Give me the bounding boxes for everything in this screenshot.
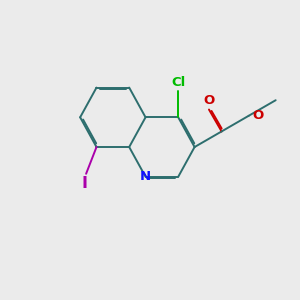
Text: Cl: Cl <box>171 76 185 89</box>
Text: N: N <box>140 170 151 183</box>
Text: I: I <box>82 176 88 191</box>
Text: O: O <box>252 109 263 122</box>
Text: O: O <box>203 94 214 107</box>
